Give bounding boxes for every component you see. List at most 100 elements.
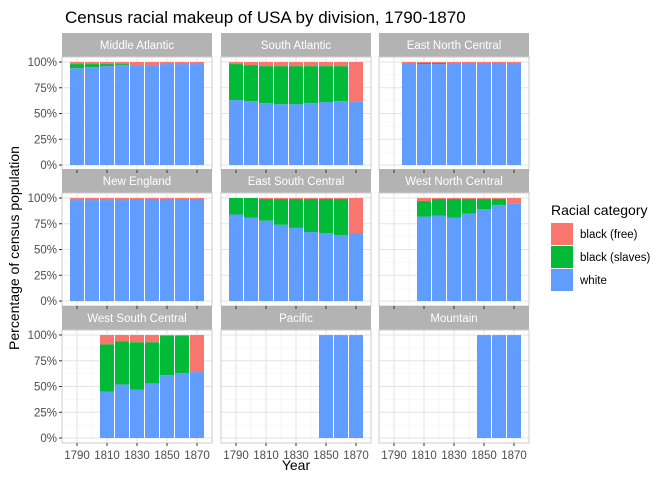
bar-segment: [259, 66, 273, 104]
bar-segment: [417, 63, 431, 65]
bar-segment: [319, 62, 333, 67]
bar-segment: [417, 62, 431, 64]
bar-segment: [229, 100, 243, 165]
bar-segment: [334, 101, 348, 165]
bar-segment: [130, 389, 144, 438]
bar-segment: [492, 199, 506, 206]
bar-segment: [447, 199, 461, 218]
bar-segment: [349, 335, 363, 337]
chart-title: Census racial makeup of USA by division,…: [65, 8, 466, 27]
bar-segment: [244, 198, 258, 218]
bar-segment: [432, 215, 446, 301]
bar-segment: [229, 214, 243, 301]
bar-segment: [190, 64, 204, 165]
bar-segment: [175, 335, 189, 337]
bar-segment: [130, 65, 144, 165]
y-tick-label: 25%: [34, 134, 57, 146]
bar-segment: [349, 62, 363, 102]
bar-segment: [70, 68, 84, 165]
facet-strip-label: New England: [103, 176, 171, 188]
bar-segment: [175, 64, 189, 165]
bar-segment: [100, 64, 114, 67]
bar-segment: [145, 342, 159, 384]
bar-segment: [244, 65, 258, 102]
x-tick-label: 1790: [381, 450, 407, 462]
bar-segment: [334, 66, 348, 102]
bar-segment: [402, 63, 416, 165]
y-tick-label: 0%: [40, 433, 57, 445]
bar-segment: [319, 102, 333, 165]
bar-segment: [319, 233, 333, 301]
bar-segment: [274, 66, 288, 105]
bar-segment: [115, 341, 129, 385]
bar-segment: [492, 198, 506, 200]
bar-segment: [304, 199, 318, 232]
bar-segment: [304, 103, 318, 165]
bar-segment: [289, 227, 303, 301]
facet-strip-label: Pacific: [279, 313, 313, 325]
bar-segment: [274, 198, 288, 200]
bar-segment: [477, 336, 491, 438]
bar-segment: [289, 62, 303, 67]
bar-segment: [175, 62, 189, 65]
bar-segment: [145, 65, 159, 165]
facet-strip: [379, 306, 529, 330]
bar-segment: [145, 383, 159, 438]
bar-segment: [334, 62, 348, 67]
bar-segment: [462, 199, 476, 214]
bar-segment: [70, 200, 84, 301]
facet-panels: Middle Atlantic South Atlantic East North …: [61, 33, 530, 444]
x-tick-label: 1830: [283, 450, 309, 462]
facet-strip-label: Mountain: [430, 313, 477, 325]
y-tick-label: 100%: [28, 330, 57, 342]
bar-segment: [100, 198, 114, 201]
bar-segment: [115, 64, 129, 66]
bar-segment: [190, 62, 204, 65]
bar-segment: [432, 63, 446, 65]
bar-segment: [477, 199, 491, 210]
bar-segment: [319, 66, 333, 103]
facet-panel: Mountain: [378, 306, 530, 444]
bar-segment: [229, 64, 243, 101]
bar-segment: [274, 199, 288, 225]
bar-segment: [304, 231, 318, 301]
bar-segment: [100, 200, 114, 301]
legend-swatch: [551, 246, 573, 268]
x-tick-label: 1870: [184, 450, 210, 462]
bar-segment: [100, 62, 114, 65]
bar-segment: [477, 62, 491, 64]
bar-segment: [477, 335, 491, 337]
y-tick-label: 100%: [28, 57, 57, 69]
facet-panel: East North Central: [378, 33, 530, 171]
facet-strip-label: East South Central: [248, 176, 345, 188]
bar-segment: [145, 335, 159, 343]
bar-segment: [259, 220, 273, 301]
bar-segment: [492, 335, 506, 337]
y-tick-label: 75%: [34, 356, 57, 368]
bar-segment: [432, 199, 446, 216]
bar-segment: [477, 209, 491, 301]
bar-segment: [85, 62, 99, 65]
bar-segment: [447, 198, 461, 200]
facet-strip: [62, 306, 212, 330]
bar-segment: [244, 217, 258, 301]
bar-segment: [492, 336, 506, 438]
bar-segment: [492, 62, 506, 64]
x-tick-label: 1830: [124, 450, 150, 462]
bar-segment: [175, 336, 189, 374]
bar-segment: [492, 205, 506, 301]
bar-segment: [85, 200, 99, 301]
bar-segment: [160, 375, 174, 438]
bar-segment: [507, 63, 521, 165]
x-tick-label: 1790: [223, 450, 249, 462]
bar-segment: [507, 62, 521, 64]
bar-segment: [190, 198, 204, 200]
y-tick-label: 50%: [34, 109, 57, 121]
bar-segment: [289, 199, 303, 228]
facet-panel: South Atlantic: [220, 33, 372, 171]
x-tick-label: 1870: [343, 450, 369, 462]
bar-segment: [477, 198, 491, 200]
facet-strip-label: West South Central: [87, 313, 187, 325]
bar-segment: [115, 62, 129, 65]
